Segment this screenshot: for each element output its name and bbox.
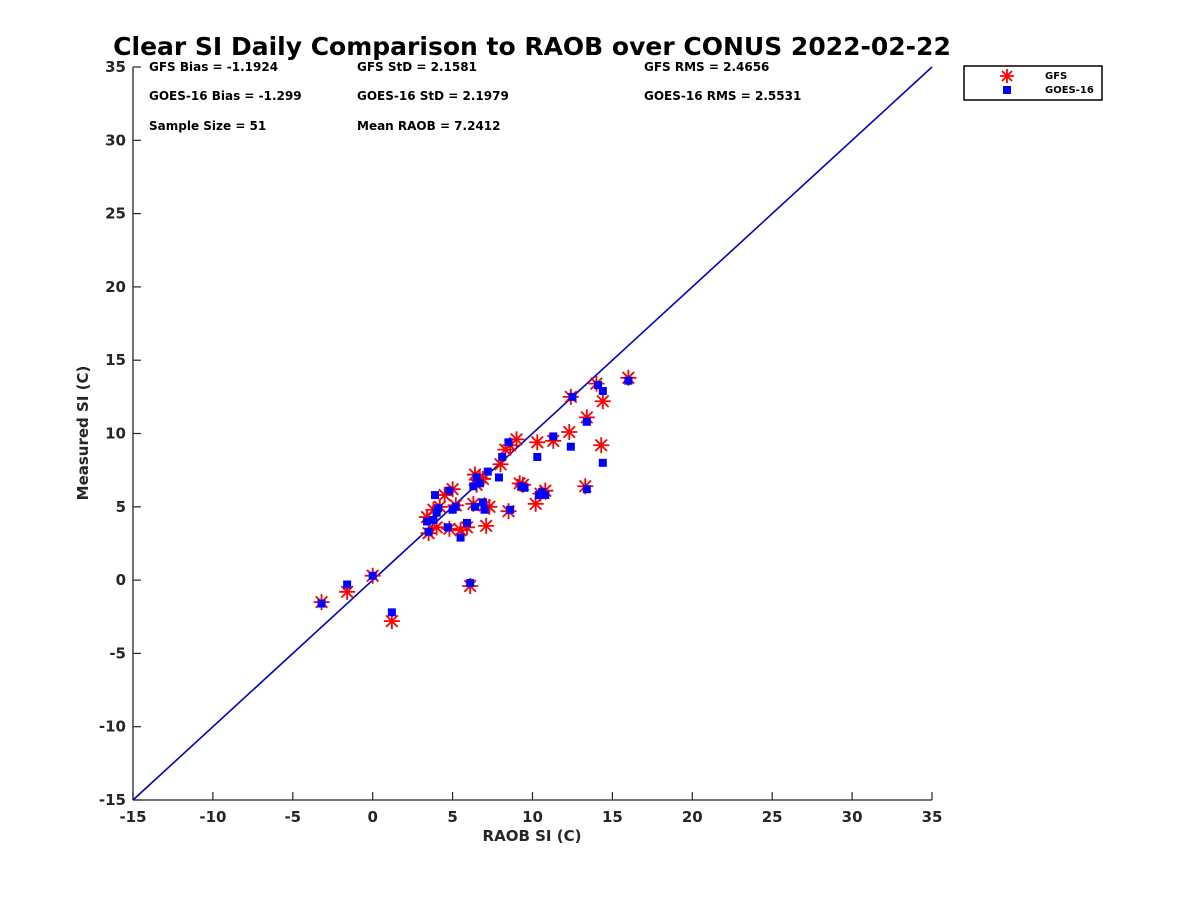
goes16-point <box>434 504 443 513</box>
goes16-point <box>368 571 377 580</box>
y-axis-label: Measured SI (C) <box>74 366 92 501</box>
stat-gfs-bias: GFS Bias = -1.1924 <box>149 60 278 74</box>
x-tick-label: 25 <box>762 808 783 826</box>
goes16-point <box>494 473 503 482</box>
x-tick-label: -15 <box>119 808 146 826</box>
stats-annotations: GFS Bias = -1.1924 GFS StD = 2.1581 GFS … <box>149 60 801 133</box>
stat-goes-bias: GOES-16 Bias = -1.299 <box>149 89 302 103</box>
goes16-point <box>443 523 452 532</box>
x-tick-label: 10 <box>522 808 543 826</box>
legend-gfs-marker <box>1000 69 1014 83</box>
stat-goes-rms: GOES-16 RMS = 2.5531 <box>644 89 801 103</box>
gfs-point <box>527 495 544 512</box>
x-tick-label: 15 <box>602 808 623 826</box>
goes16-point <box>451 502 460 511</box>
x-tick-label: 30 <box>842 808 863 826</box>
stat-gfs-std: GFS StD = 2.1581 <box>357 60 477 74</box>
goes16-point <box>598 386 607 395</box>
x-tick-label: 0 <box>367 808 377 826</box>
y-tick-label: 15 <box>105 351 126 369</box>
stat-sample-size: Sample Size = 51 <box>149 119 266 133</box>
goes16-point <box>480 505 489 514</box>
gfs-point <box>593 437 610 454</box>
goes16-point <box>478 498 487 507</box>
stat-gfs-rms: GFS RMS = 2.4656 <box>644 60 769 74</box>
goes16-point <box>506 505 515 514</box>
legend-box <box>963 65 1103 101</box>
goes16-point <box>343 580 352 589</box>
goes16-point <box>594 381 603 390</box>
goes16-point <box>504 438 513 447</box>
legend: GFS GOES-16 <box>963 65 1103 101</box>
gfs-point <box>529 434 546 451</box>
goes16-point <box>387 608 396 617</box>
legend-goes-marker <box>1003 86 1011 94</box>
gfs-point <box>508 431 525 448</box>
goes16-point <box>466 579 475 588</box>
gfs-point <box>478 517 495 534</box>
goes16-point <box>582 485 591 494</box>
goes16-point <box>568 392 577 401</box>
goes16-point <box>462 518 471 527</box>
y-tick-label: 0 <box>116 571 126 589</box>
y-tick-label: 10 <box>105 425 126 443</box>
x-tick-label: 20 <box>682 808 703 826</box>
goes16-point <box>520 483 529 492</box>
legend-gfs-label: GFS <box>1045 71 1067 82</box>
series-goes-16 <box>317 376 633 617</box>
y-tick-label: -5 <box>109 644 126 662</box>
gfs-point <box>594 393 611 410</box>
plot-area: -15 -10 -5 0 5 10 15 20 25 30 35 -15 -10 -5 0 5 10 15 20 25… <box>99 58 943 826</box>
goes16-point <box>445 486 454 495</box>
goes16-point <box>424 527 433 536</box>
goes16-point <box>533 452 542 461</box>
legend-gfs-asterisk <box>1000 69 1014 83</box>
stat-mean-raob: Mean RAOB = 7.2412 <box>357 119 501 133</box>
goes16-point <box>475 479 484 488</box>
goes16-point <box>549 432 558 441</box>
y-tick-label: -15 <box>99 791 126 809</box>
goes16-point <box>317 599 326 608</box>
x-axis-label: RAOB SI (C) <box>483 827 582 845</box>
x-tick-label: 5 <box>447 808 457 826</box>
legend-goes-label: GOES-16 <box>1045 85 1094 96</box>
y-tick-label: 5 <box>116 498 126 516</box>
stat-goes-std: GOES-16 StD = 2.1979 <box>357 89 509 103</box>
goes16-point <box>582 417 591 426</box>
chart-title: Clear SI Daily Comparison to RAOB over C… <box>113 32 951 61</box>
y-tick-label: -10 <box>99 718 126 736</box>
goes16-point <box>429 515 438 524</box>
goes16-point <box>483 467 492 476</box>
goes16-point <box>541 491 550 500</box>
goes16-point <box>456 533 465 542</box>
legend-goes-square <box>1003 86 1011 94</box>
goes16-point <box>470 502 479 511</box>
x-tick-label: -5 <box>284 808 301 826</box>
goes16-point <box>431 491 440 500</box>
y-tick-label: 35 <box>105 58 126 76</box>
x-tick-label: -10 <box>199 808 226 826</box>
goes16-point <box>598 458 607 467</box>
x-tick-label: 35 <box>922 808 943 826</box>
y-tick-label: 25 <box>105 205 126 223</box>
goes16-point <box>624 376 633 385</box>
goes16-point <box>566 442 575 451</box>
y-tick-label: 30 <box>105 131 126 149</box>
gfs-point <box>561 424 578 441</box>
goes16-point <box>498 452 507 461</box>
one-to-one-line <box>132 66 933 801</box>
y-tick-label: 20 <box>105 278 126 296</box>
